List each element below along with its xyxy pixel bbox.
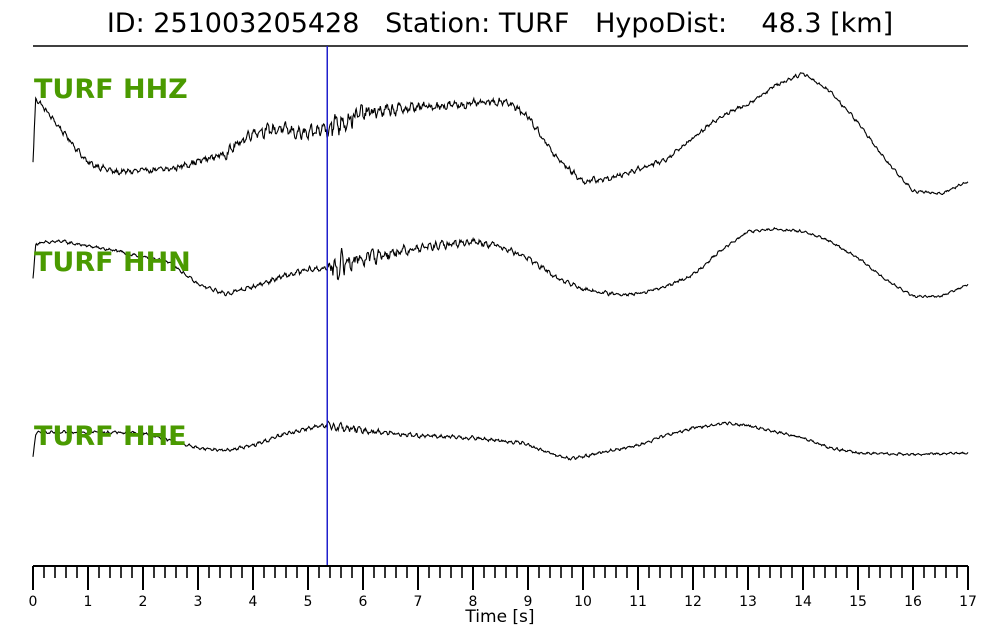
x-axis-label: Time [s] (465, 607, 535, 627)
x-tick-label: 5 (304, 594, 313, 610)
x-tick-label: 17 (959, 594, 977, 610)
x-tick-label: 16 (904, 594, 922, 610)
x-tick-label: 12 (684, 594, 702, 610)
channel-label-hhz: TURF HHZ (34, 74, 188, 105)
x-tick-label: 14 (794, 594, 812, 610)
channel-label-hhe: TURF HHE (34, 421, 187, 452)
trace-turf-hhz (32, 72, 969, 196)
x-tick-label: 6 (359, 594, 368, 610)
x-tick-label: 13 (739, 594, 757, 610)
x-tick-label: 15 (849, 594, 867, 610)
x-tick-label: 3 (194, 594, 203, 610)
trace-turf-hhn (32, 226, 969, 299)
x-tick-label: 0 (29, 594, 38, 610)
chart-title: ID: 251003205428 Station: TURF HypoDist:… (106, 8, 894, 39)
x-tick-label: 4 (249, 594, 258, 610)
x-tick-label: 11 (629, 594, 647, 610)
trace-turf-hhe (32, 420, 969, 461)
x-tick-label: 9 (524, 594, 533, 610)
x-tick-label: 7 (414, 594, 423, 610)
x-tick-label: 2 (139, 594, 148, 610)
x-tick-label: 1 (84, 594, 93, 610)
traces (32, 72, 969, 461)
x-axis: 0 1 2 3 4 5 6 7 8 9 10 11 12 13 14 15 16 17 (29, 565, 977, 610)
channel-label-hhn: TURF HHN (34, 247, 191, 278)
x-tick-label: 8 (469, 594, 478, 610)
x-tick-label: 10 (574, 594, 592, 610)
